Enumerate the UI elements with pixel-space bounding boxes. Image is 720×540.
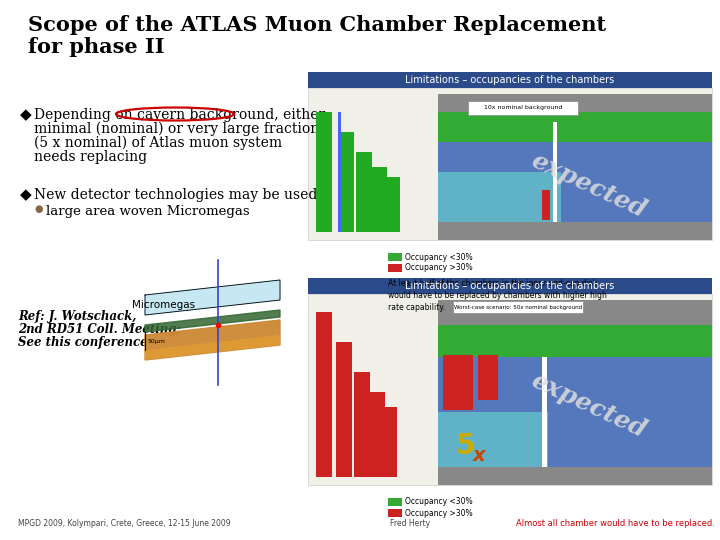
Bar — [438, 142, 712, 222]
Text: Fred Herty: Fred Herty — [390, 519, 430, 528]
Text: Occupancy >30%: Occupancy >30% — [405, 264, 472, 273]
Bar — [388, 498, 402, 506]
Bar — [316, 112, 332, 232]
Bar — [553, 122, 557, 222]
Bar — [308, 294, 712, 485]
Bar — [316, 312, 332, 477]
Bar — [438, 300, 712, 325]
Bar — [384, 177, 400, 232]
Polygon shape — [145, 335, 280, 360]
Bar — [356, 152, 372, 232]
Bar — [388, 264, 402, 272]
Bar — [336, 342, 352, 477]
Bar — [338, 132, 354, 232]
Bar — [438, 412, 548, 467]
Bar — [338, 112, 341, 232]
Bar — [478, 355, 498, 400]
Text: New detector technologies may be used: New detector technologies may be used — [34, 188, 318, 202]
Bar — [438, 94, 712, 112]
Polygon shape — [145, 320, 280, 360]
Text: Limitations – occupancies of the chambers: Limitations – occupancies of the chamber… — [405, 281, 615, 291]
Bar — [381, 407, 397, 477]
Text: expected: expected — [527, 148, 650, 222]
Text: At least half of the chambers in the inner end-cap disk
would have to be replace: At least half of the chambers in the inn… — [388, 279, 607, 312]
Bar — [438, 467, 712, 485]
Bar — [308, 72, 712, 88]
Bar — [542, 190, 550, 220]
Text: Almost all chamber would have to be replaced.: Almost all chamber would have to be repl… — [516, 519, 715, 528]
Text: expected: expected — [527, 368, 650, 442]
Bar — [542, 357, 547, 467]
Bar — [453, 301, 583, 313]
Bar — [371, 167, 387, 232]
Bar — [443, 355, 473, 410]
Bar — [438, 112, 712, 142]
Text: large area woven Micromegas: large area woven Micromegas — [46, 205, 250, 218]
Bar — [354, 372, 370, 477]
Text: ●: ● — [34, 205, 42, 214]
Text: Depending on cavern background, either: Depending on cavern background, either — [34, 108, 325, 122]
Bar — [369, 392, 385, 477]
Text: 50μm: 50μm — [148, 339, 166, 343]
Text: Worst-case scenario: 50x nominal background: Worst-case scenario: 50x nominal backgro… — [454, 305, 582, 309]
Text: needs replacing: needs replacing — [34, 150, 147, 164]
Text: 2nd RD51 Coll. Meeting;: 2nd RD51 Coll. Meeting; — [18, 323, 181, 336]
Text: 5: 5 — [456, 432, 475, 460]
Bar — [388, 509, 402, 517]
Polygon shape — [145, 310, 280, 332]
Text: for phase II: for phase II — [28, 37, 165, 57]
Text: Occupancy <30%: Occupancy <30% — [405, 497, 472, 507]
Text: 10x nominal background: 10x nominal background — [484, 105, 562, 111]
Text: MPGD 2009, Kolympari, Crete, Greece, 12-15 June 2009: MPGD 2009, Kolympari, Crete, Greece, 12-… — [18, 519, 230, 528]
Bar — [468, 101, 578, 115]
Bar — [438, 172, 562, 222]
Text: Limitations – occupancies of the chambers: Limitations – occupancies of the chamber… — [405, 75, 615, 85]
Text: ◆: ◆ — [20, 108, 32, 122]
Bar — [388, 253, 402, 261]
Text: (5 x nominal) of Atlas muon system: (5 x nominal) of Atlas muon system — [34, 136, 282, 151]
Text: Ref: J. Wotschack,: Ref: J. Wotschack, — [18, 310, 136, 323]
Text: minimal (nominal) or very large fraction: minimal (nominal) or very large fraction — [34, 122, 319, 137]
Text: Micromegas: Micromegas — [132, 300, 195, 310]
Bar — [438, 325, 712, 357]
Text: Occupancy <30%: Occupancy <30% — [405, 253, 472, 261]
Bar — [308, 278, 712, 294]
Polygon shape — [145, 280, 280, 315]
Bar — [438, 357, 712, 467]
Text: ◆: ◆ — [20, 188, 32, 202]
Bar — [308, 88, 712, 240]
Text: Scope of the ATLAS Muon Chamber Replacement: Scope of the ATLAS Muon Chamber Replacem… — [28, 15, 606, 35]
Bar — [438, 222, 712, 240]
Text: Occupancy >30%: Occupancy >30% — [405, 509, 472, 517]
Text: See this conference: See this conference — [18, 336, 148, 349]
Text: x: x — [473, 446, 485, 465]
